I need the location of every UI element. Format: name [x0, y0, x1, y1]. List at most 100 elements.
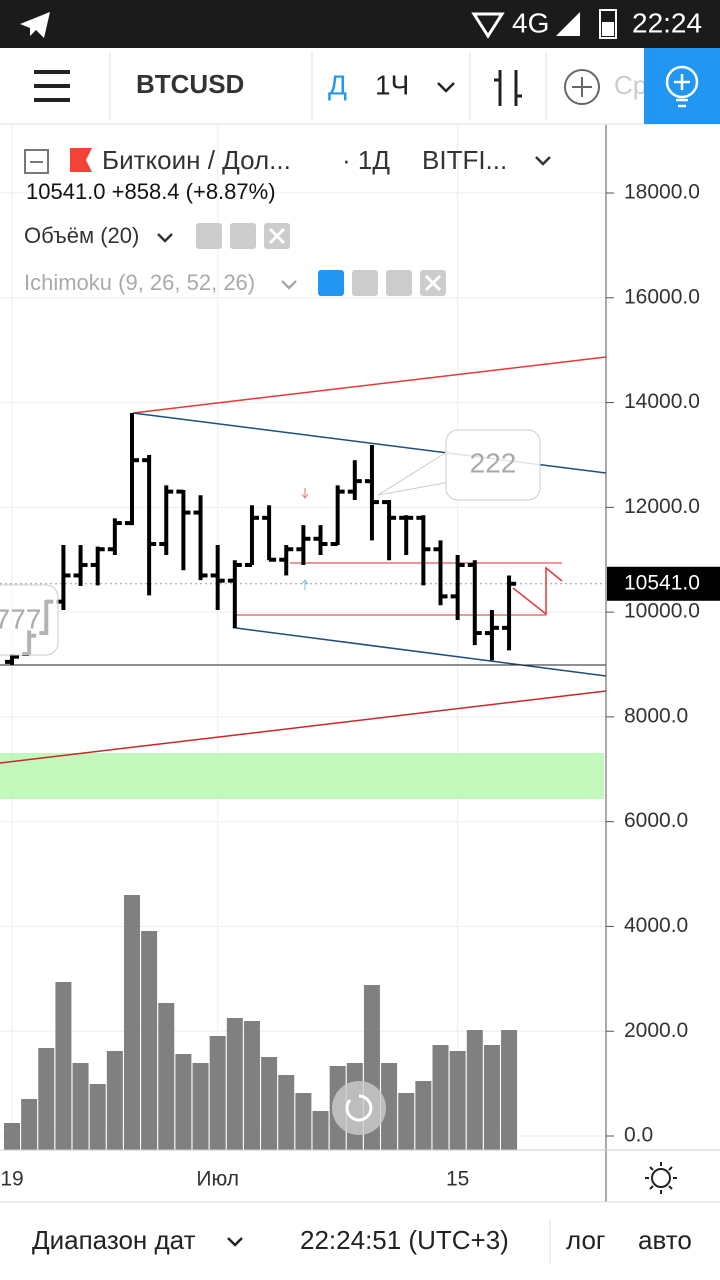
y-tick-label: 12000.0: [624, 495, 700, 518]
status-time: 22:24: [632, 7, 702, 38]
y-tick-label: 2000.0: [624, 1019, 688, 1042]
network-type: 4G: [512, 7, 549, 38]
y-tick-label: 16000.0: [624, 285, 700, 308]
label-box: [0, 584, 59, 656]
volume-bar: [89, 1084, 106, 1150]
study-dropdown[interactable]: [281, 280, 297, 290]
study-settings[interactable]: [352, 270, 378, 296]
y-tick-label: 8000.0: [624, 704, 688, 727]
quote: 10541.0 +858.4 (+8.87%): [26, 179, 276, 204]
volume-bar: [38, 1048, 55, 1150]
interval-button[interactable]: 1Ч: [375, 69, 409, 100]
signal-icon: [556, 12, 580, 36]
reset-button[interactable]: [332, 1081, 386, 1135]
study-settings[interactable]: [230, 223, 256, 249]
wifi-icon: [471, 12, 505, 39]
volume-bar: [312, 1111, 329, 1150]
last-price-label: 10541.0: [624, 571, 700, 594]
ichimoku-study: Ichimoku (9, 26, 52, 26): [24, 270, 255, 295]
volume-bar: [209, 1036, 226, 1150]
callout-pointer: [377, 481, 451, 496]
y-tick-label: 6000.0: [624, 809, 688, 832]
date-range-button[interactable]: Диапазон дат: [32, 1225, 196, 1255]
volume-bar: [261, 1057, 278, 1150]
study-dropdown[interactable]: [157, 233, 173, 243]
volume-bar: [483, 1045, 500, 1150]
volume-bar: [192, 1063, 209, 1150]
trend-line: [132, 356, 607, 414]
search-hint[interactable]: Ср: [614, 70, 647, 100]
callout-text: 222: [470, 447, 517, 478]
volume-bar: [432, 1045, 449, 1150]
menu-bar: [34, 98, 70, 102]
x-tick-label: Июл: [196, 1168, 239, 1191]
volume-pane: [4, 895, 518, 1150]
clock: 22:24:51 (UTC+3): [300, 1225, 509, 1255]
menu-bar: [34, 84, 70, 88]
interval-dropdown[interactable]: [437, 82, 455, 93]
battery-icon: [599, 9, 617, 39]
volume-bar: [243, 1021, 260, 1150]
symbol-button[interactable]: BTCUSD: [136, 69, 244, 99]
last-price-tag: [607, 566, 720, 601]
exchange: BITFI...: [422, 145, 507, 175]
range-lines: [236, 562, 562, 616]
bulb-icon-lines: [674, 74, 690, 108]
volume-bar: [466, 1030, 483, 1150]
add-icon: [572, 77, 592, 97]
ichimoku-arrow: [301, 488, 309, 499]
volume-bar: [381, 1063, 398, 1150]
log-button[interactable]: лог: [566, 1225, 605, 1255]
volume-bar: [449, 1051, 466, 1150]
trend-line: [0, 690, 607, 764]
volume-bar: [158, 1003, 175, 1150]
settings-button[interactable]: [651, 1168, 671, 1188]
volume-bar: [278, 1075, 295, 1150]
volume-study: Объём (20): [24, 223, 139, 248]
volume-bar: [175, 1054, 192, 1150]
volume-bar: [415, 1081, 432, 1150]
reset-icon: [345, 1094, 373, 1122]
chart-style-button[interactable]: Д: [328, 69, 347, 100]
bar-style-button[interactable]: [494, 70, 522, 106]
arrow-drawing: [512, 566, 563, 616]
y-tick-label: 4000.0: [624, 914, 688, 937]
zone-rectangle: [0, 753, 604, 799]
callout-box: [445, 429, 541, 501]
ichimoku-arrow: [301, 579, 309, 590]
date-range-dropdown[interactable]: [227, 1237, 243, 1247]
remove-icon: [268, 227, 286, 245]
flag-icon: [70, 148, 92, 172]
symbol-name: Биткоин / Дол...: [102, 145, 291, 175]
menu-bar: [34, 70, 70, 74]
volume-bar: [295, 1093, 312, 1150]
volume-bar: [106, 1051, 123, 1150]
collapse-button[interactable]: [24, 149, 49, 174]
toolbar: [0, 48, 720, 124]
volume-bar: [55, 982, 72, 1150]
y-tick-label: 0.0: [624, 1124, 653, 1147]
volume-bar: [123, 895, 140, 1150]
legend-interval: · 1Д: [342, 145, 390, 175]
battery-level: [602, 22, 614, 36]
auto-button[interactable]: авто: [638, 1225, 692, 1255]
y-tick-label: 18000.0: [624, 181, 700, 204]
study-visibility[interactable]: [318, 270, 344, 296]
price-bars: [5, 413, 517, 665]
legend-dropdown[interactable]: [535, 156, 551, 166]
trend-line: [235, 627, 607, 677]
bulb-icon: [665, 65, 699, 99]
menu-button[interactable]: [34, 70, 70, 102]
study-source[interactable]: [386, 270, 412, 296]
volume-bar: [21, 1099, 38, 1150]
telegram-icon: [20, 12, 50, 38]
x-tick-label: 19: [0, 1168, 23, 1191]
y-tick-label: 14000.0: [624, 390, 700, 413]
volume-bar: [501, 1030, 518, 1150]
study-visibility[interactable]: [196, 223, 222, 249]
add-button[interactable]: [564, 69, 600, 105]
price-scale: 0.0 2000.0 4000.0 6000.0 8000.0 10000.0 12000.…: [606, 181, 720, 1147]
label-text: 777: [0, 603, 41, 634]
